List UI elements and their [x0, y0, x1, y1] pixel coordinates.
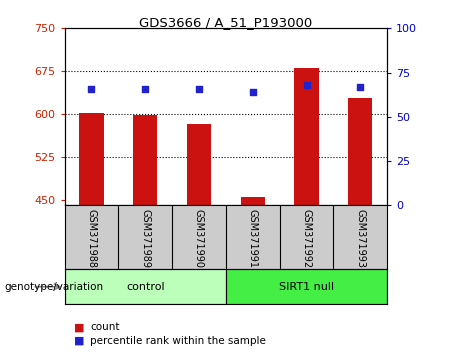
- Text: GSM371992: GSM371992: [301, 209, 312, 268]
- Text: control: control: [126, 282, 165, 292]
- Text: SIRT1 null: SIRT1 null: [279, 282, 334, 292]
- Bar: [226, 269, 387, 304]
- Point: [195, 86, 203, 91]
- Bar: [241, 197, 265, 205]
- Text: ■: ■: [74, 322, 84, 332]
- Text: ■: ■: [74, 336, 84, 346]
- Text: GSM371988: GSM371988: [86, 209, 96, 268]
- Text: GSM371989: GSM371989: [140, 209, 150, 268]
- Text: GSM371990: GSM371990: [194, 209, 204, 268]
- Bar: [295, 68, 319, 205]
- Point: [357, 84, 364, 90]
- Text: percentile rank within the sample: percentile rank within the sample: [90, 336, 266, 346]
- Text: genotype/variation: genotype/variation: [5, 282, 104, 292]
- Bar: [79, 113, 104, 205]
- Point: [88, 86, 95, 91]
- Point: [249, 89, 256, 95]
- Bar: [187, 124, 211, 205]
- Bar: [133, 115, 157, 205]
- Bar: [348, 98, 372, 205]
- Text: count: count: [90, 322, 119, 332]
- Text: GDS3666 / A_51_P193000: GDS3666 / A_51_P193000: [139, 16, 313, 29]
- Point: [142, 86, 149, 91]
- Text: GSM371991: GSM371991: [248, 209, 258, 268]
- Text: GSM371993: GSM371993: [355, 209, 366, 268]
- Point: [303, 82, 310, 88]
- Bar: [65, 269, 226, 304]
